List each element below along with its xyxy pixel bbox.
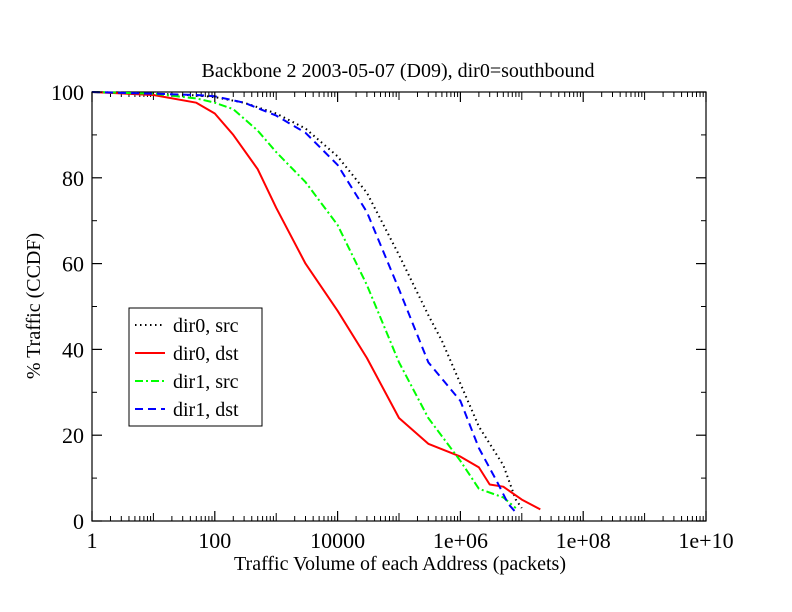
x-tick-label: 1e+08 — [556, 528, 611, 553]
x-axis: 1 100 10000 1e+06 1e+08 1e+10 — [87, 92, 734, 553]
y-tick-label: 60 — [62, 252, 84, 277]
y-tick-label: 80 — [62, 166, 84, 191]
legend: dir0, src dir0, dst dir1, src dir1, dst — [128, 307, 263, 427]
y-tick-label: 40 — [62, 337, 84, 362]
x-tick-label: 10000 — [310, 528, 365, 553]
y-tick-label: 100 — [51, 80, 84, 105]
x-tick-label: 100 — [198, 528, 231, 553]
x-tick-label: 1e+10 — [678, 528, 733, 553]
legend-box — [128, 307, 263, 427]
legend-label-4: dir1, dst — [173, 399, 239, 421]
series-line-3 — [91, 91, 517, 509]
y-tick-label: 20 — [62, 423, 84, 448]
legend-label-3: dir1, src — [173, 371, 239, 393]
plot-area — [91, 91, 707, 522]
y-axis-label: % Traffic (CCDF) — [23, 233, 45, 379]
y-axis: 0 20 40 60 80 100 — [51, 80, 706, 534]
series-layer — [91, 91, 541, 514]
x-tick-label: 1 — [87, 528, 98, 553]
x-tick-label: 1e+06 — [433, 528, 488, 553]
legend-entries: dir0, src dir0, dst dir1, src dir1, dst — [135, 315, 239, 421]
series-line-4 — [91, 91, 517, 514]
legend-label-1: dir0, src — [173, 315, 239, 337]
chart-title: Backbone 2 2003-05-07 (D09), dir0=southb… — [202, 60, 595, 82]
y-tick-label: 0 — [73, 509, 84, 534]
series-line-2 — [91, 91, 541, 511]
legend-label-2: dir0, dst — [173, 343, 239, 365]
x-axis-label: Traffic Volume of each Address (packets) — [234, 553, 566, 575]
minor-ticks — [92, 92, 706, 521]
